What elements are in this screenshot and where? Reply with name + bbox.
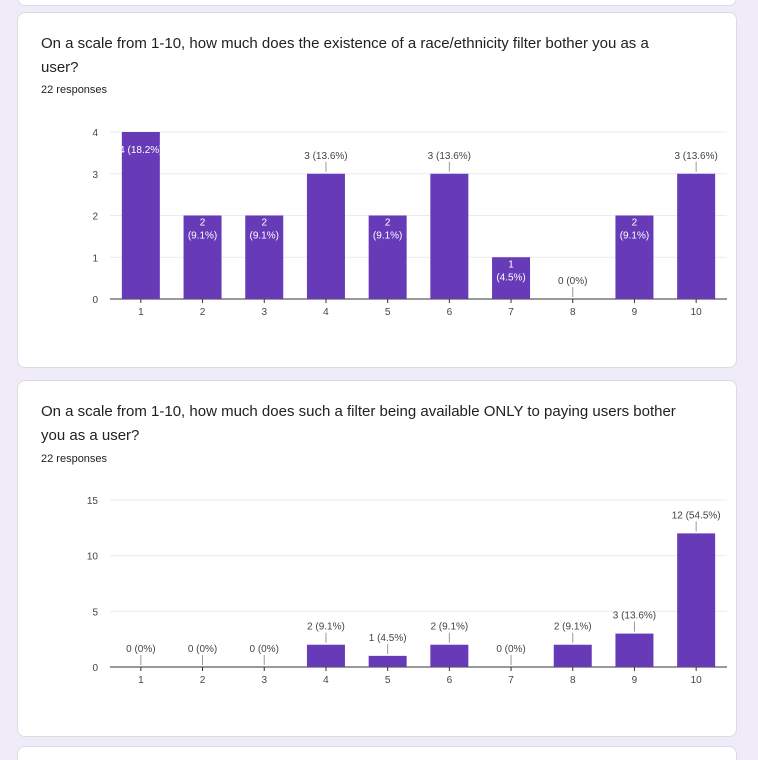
question-title: On a scale from 1-10, how much does such… bbox=[41, 403, 676, 444]
x-tick-label: 2 bbox=[200, 675, 206, 686]
data-label: 2 bbox=[385, 218, 391, 229]
data-label: 2 bbox=[200, 218, 206, 229]
y-tick-label: 5 bbox=[92, 607, 98, 618]
y-tick-label: 0 bbox=[92, 295, 98, 306]
bar bbox=[368, 215, 407, 299]
y-tick-label: 3 bbox=[92, 170, 98, 181]
data-label: 3 (13.6%) bbox=[613, 611, 656, 622]
x-tick-label: 5 bbox=[385, 675, 391, 686]
bar bbox=[183, 215, 222, 299]
data-label: 0 (0%) bbox=[496, 644, 525, 655]
x-tick-label: 7 bbox=[508, 307, 514, 318]
data-label: 0 (0%) bbox=[188, 644, 217, 655]
bar bbox=[430, 173, 469, 299]
bar-chart-2: 0 5 10 15 1 0 (0%) 2 0 (0%) 3 0 (0%) 4 2 (9.1%) 5 1 (… bbox=[87, 496, 727, 686]
question-title: On a scale from 1-10, how much does the … bbox=[41, 35, 649, 76]
x-tick-label: 3 bbox=[261, 675, 267, 686]
bar bbox=[677, 533, 716, 667]
bar bbox=[306, 173, 345, 299]
x-tick-label: 8 bbox=[570, 307, 576, 318]
x-tick-label: 3 bbox=[261, 307, 267, 318]
x-tick-label: 6 bbox=[447, 675, 453, 686]
x-tick-label: 4 bbox=[323, 675, 329, 686]
bar bbox=[121, 132, 160, 299]
bar bbox=[306, 644, 345, 667]
data-label: (9.1%) bbox=[188, 231, 217, 242]
y-tick-label: 15 bbox=[87, 496, 99, 507]
bar bbox=[368, 655, 407, 667]
data-label: 4 (18.2%) bbox=[119, 145, 162, 156]
data-label: 0 (0%) bbox=[250, 644, 279, 655]
data-label: 2 (9.1%) bbox=[307, 622, 345, 633]
x-tick-label: 1 bbox=[138, 307, 144, 318]
bar bbox=[615, 633, 654, 667]
data-label: 0 (0%) bbox=[126, 644, 155, 655]
data-label: 3 (13.6%) bbox=[428, 151, 471, 162]
x-tick-label: 9 bbox=[632, 307, 638, 318]
bar bbox=[492, 257, 531, 299]
x-tick-label: 6 bbox=[447, 307, 453, 318]
bar bbox=[430, 644, 469, 667]
data-label: (9.1%) bbox=[373, 231, 402, 242]
bar bbox=[615, 215, 654, 299]
data-label: 2 (9.1%) bbox=[430, 622, 468, 633]
data-label: (4.5%) bbox=[496, 272, 525, 283]
previous-card-edge bbox=[17, 0, 737, 6]
x-tick-label: 1 bbox=[138, 675, 144, 686]
response-count: 22 responses bbox=[41, 453, 108, 465]
x-tick-label: 10 bbox=[691, 675, 703, 686]
y-tick-label: 0 bbox=[92, 663, 98, 674]
data-label: (9.1%) bbox=[620, 231, 649, 242]
x-tick-label: 9 bbox=[632, 675, 638, 686]
data-label: 3 (13.6%) bbox=[304, 151, 347, 162]
y-tick-label: 1 bbox=[92, 253, 98, 264]
data-label: 2 bbox=[261, 218, 267, 229]
next-card-edge bbox=[17, 746, 737, 760]
x-tick-label: 8 bbox=[570, 675, 576, 686]
x-tick-label: 10 bbox=[691, 307, 703, 318]
bar-chart-1: 0 1 2 3 4 1 4 (18.2%) 2 2 (9.1%) 3 2 (9.1%) 4 3 (13.6%… bbox=[92, 128, 727, 318]
data-label: 2 (9.1%) bbox=[554, 622, 592, 633]
data-label: 1 (4.5%) bbox=[369, 633, 407, 644]
data-label: 3 (13.6%) bbox=[674, 151, 717, 162]
data-label: 1 bbox=[508, 259, 514, 270]
bar bbox=[677, 173, 716, 299]
bar bbox=[553, 644, 592, 667]
data-label: 2 bbox=[632, 218, 638, 229]
question-card-2: On a scale from 1-10, how much does such… bbox=[17, 380, 737, 737]
x-tick-label: 4 bbox=[323, 307, 329, 318]
question-card-1: On a scale from 1-10, how much does the … bbox=[17, 12, 737, 368]
data-label: (9.1%) bbox=[250, 231, 279, 242]
x-tick-label: 7 bbox=[508, 675, 514, 686]
data-label: 0 (0%) bbox=[558, 276, 587, 287]
x-tick-label: 2 bbox=[200, 307, 206, 318]
data-label: 12 (54.5%) bbox=[672, 510, 721, 521]
y-tick-label: 2 bbox=[92, 212, 98, 223]
y-tick-label: 10 bbox=[87, 552, 99, 563]
bar bbox=[245, 215, 284, 299]
x-tick-label: 5 bbox=[385, 307, 391, 318]
response-count: 22 responses bbox=[41, 84, 108, 96]
y-tick-label: 4 bbox=[92, 128, 98, 139]
